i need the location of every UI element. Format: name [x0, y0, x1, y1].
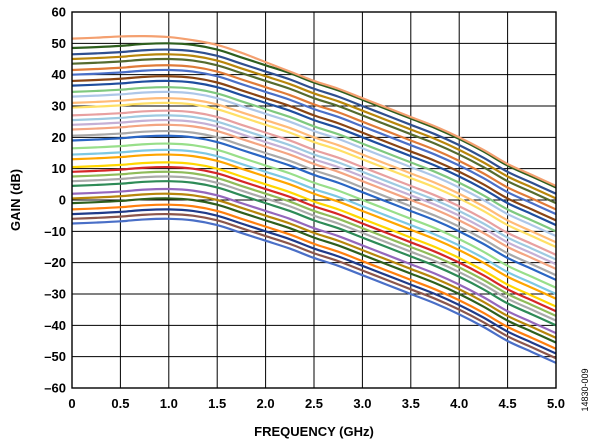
y-tick-label: –10 — [44, 224, 66, 239]
y-tick-label: –50 — [44, 349, 66, 364]
figure-id-label: 14830-009 — [580, 368, 590, 411]
x-tick-label: 2.5 — [305, 396, 323, 411]
y-tick-label: –60 — [44, 381, 66, 396]
x-tick-label: 0 — [68, 396, 75, 411]
series-line-32 — [72, 48, 556, 195]
series-line-20 — [72, 114, 556, 261]
x-axis-label: FREQUENCY (GHz) — [254, 424, 374, 439]
series-line-9 — [72, 175, 556, 322]
y-tick-label: 60 — [52, 5, 66, 20]
series-line-8 — [72, 180, 556, 327]
series-line-14 — [72, 148, 556, 296]
x-tick-label: 2.0 — [257, 396, 275, 411]
series-line-33 — [72, 42, 556, 189]
x-tick-label: 0.5 — [111, 396, 129, 411]
series-line-24 — [72, 90, 556, 238]
series-line-31 — [72, 53, 556, 200]
series-line-29 — [72, 64, 556, 211]
x-tick-label: 3.5 — [402, 396, 420, 411]
series-line-5 — [72, 197, 556, 344]
series-line-10 — [72, 170, 556, 317]
x-tick-label: 4.0 — [450, 396, 468, 411]
x-tick-label: 4.5 — [499, 396, 517, 411]
series-line-21 — [72, 109, 556, 256]
plot-frame — [71, 11, 557, 389]
series-line-19 — [72, 118, 556, 266]
series-line-28 — [72, 68, 556, 216]
series-line-16 — [72, 134, 556, 281]
series-line-15 — [72, 142, 556, 289]
y-tick-label: –30 — [44, 287, 66, 302]
y-tick-label: 30 — [52, 99, 66, 114]
series-line-6 — [72, 192, 556, 339]
y-axis-label: GAIN (dB) — [8, 169, 23, 231]
series-line-12 — [72, 161, 556, 308]
series-line-11 — [72, 165, 556, 313]
series-line-4 — [72, 203, 556, 350]
x-tick-label: 1.5 — [208, 396, 226, 411]
series-line-3 — [72, 208, 556, 355]
y-tick-label: 10 — [52, 161, 66, 176]
series-line-18 — [72, 123, 556, 270]
series-layer — [72, 34, 556, 364]
series-line-2 — [72, 212, 556, 360]
x-tick-label: 3.0 — [353, 396, 371, 411]
series-line-1 — [72, 217, 556, 364]
series-line-17 — [72, 129, 556, 277]
x-tick-label: 5.0 — [547, 396, 565, 411]
series-line-27 — [72, 75, 556, 222]
series-line-34 — [72, 34, 556, 187]
y-tick-labels: 60 50 40 30 20 10 0 –10 –20 –30 –40 –50 –60 — [44, 5, 66, 396]
y-tick-label: 40 — [52, 67, 66, 82]
series-line-26 — [72, 79, 556, 227]
series-line-30 — [72, 57, 556, 205]
series-line-13 — [72, 153, 556, 300]
y-tick-label: 50 — [52, 36, 66, 51]
y-tick-label: 0 — [59, 193, 66, 208]
y-tick-label: –20 — [44, 255, 66, 270]
x-tick-label: 1.0 — [160, 396, 178, 411]
series-line-22 — [72, 101, 556, 249]
series-line-7 — [72, 187, 556, 335]
series-line-25 — [72, 86, 556, 233]
y-tick-label: 20 — [52, 130, 66, 145]
y-tick-label: –40 — [44, 318, 66, 333]
x-tick-labels: 0 0.5 1.0 1.5 2.0 2.5 3.0 3.5 4.0 4.5 5.0 — [68, 396, 565, 411]
series-line-23 — [72, 97, 556, 244]
